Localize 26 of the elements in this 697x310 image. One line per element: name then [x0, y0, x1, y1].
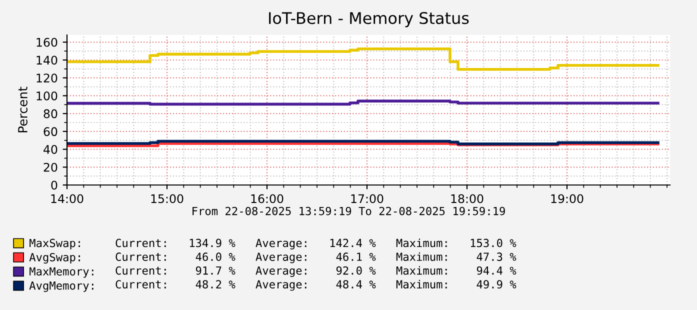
- x-tick-label: 16:00: [251, 194, 284, 204]
- y-tick-label: 120: [36, 74, 58, 83]
- text: Current: 46.0 % Average: 46.1 % Maximum: 47.3 %: [116, 252, 516, 264]
- x-tick-label: 14:00: [51, 194, 84, 204]
- text: Current: 134.9 % Average: 142.4 % Maximum: 153.0 %: [116, 238, 516, 250]
- y-tick-label: 160: [36, 38, 58, 47]
- legend-label: MaxMemory:: [30, 267, 94, 278]
- text: Current: 91.7 % Average: 92.0 % Maximum: 94.4 %: [116, 266, 516, 277]
- legend-label: AvgSwap:: [29, 252, 80, 264]
- y-tick-label: 80: [44, 109, 58, 118]
- x-tick-label: 18:00: [451, 194, 484, 204]
- legend-label: MaxSwap:: [30, 238, 80, 250]
- x-tick-label: 19:00: [551, 194, 584, 204]
- legend-label: AvgMemory:: [29, 281, 94, 292]
- y-tick-label: 40: [44, 145, 58, 154]
- y-axis-title: Percent: [18, 86, 28, 132]
- text: From 22-08-2025 13:59:19 To 22-08-2025 19:59:19: [192, 206, 505, 216]
- y-tick-label: 60: [44, 127, 58, 136]
- y-tick-label: 100: [36, 91, 58, 100]
- x-tick-label: 17:00: [351, 194, 384, 204]
- y-tick-label: 140: [36, 56, 58, 65]
- y-tick-label: 0: [51, 180, 58, 190]
- y-tick-label: 20: [44, 162, 58, 172]
- chart-title: IoT-Bern - Memory Status: [269, 12, 469, 28]
- x-tick-label: 15:00: [151, 194, 184, 204]
- text: Current: 48.2 % Average: 48.4 % Maximum: 49.9 %: [116, 280, 516, 291]
